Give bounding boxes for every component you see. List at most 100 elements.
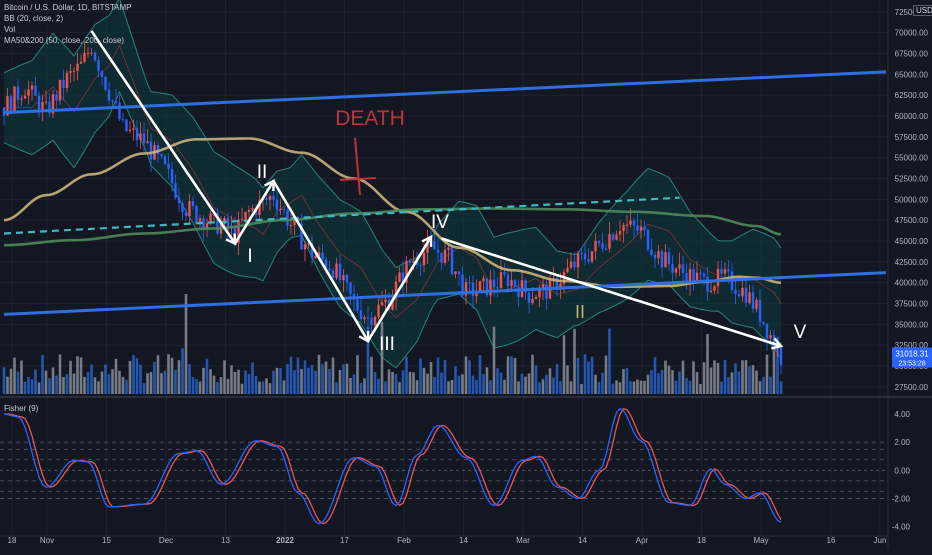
price-axis-tick: 35000.00 — [895, 320, 929, 329]
volume-bar — [205, 358, 209, 394]
volume-bar — [149, 372, 153, 394]
price-axis-tick: 45000.00 — [895, 237, 929, 246]
candle-body — [713, 286, 716, 291]
candle-body — [426, 240, 429, 253]
candle-body — [279, 208, 282, 210]
candle-body — [310, 243, 314, 259]
lower-trendline[interactable] — [3, 271, 887, 316]
time-axis-tick: 18 — [8, 536, 17, 545]
candle-body — [107, 89, 111, 101]
volume-bar — [660, 370, 664, 394]
volume-bar — [622, 369, 625, 394]
candle-body — [538, 287, 541, 298]
fisher-axis-tick: 2.00 — [894, 438, 910, 447]
candle-body — [636, 225, 639, 231]
volume-bar — [618, 382, 622, 394]
upper-trendline[interactable] — [3, 70, 887, 115]
volume-bar — [100, 371, 104, 394]
candle-body — [412, 261, 415, 263]
candle-body — [597, 240, 601, 244]
volume-bar — [769, 376, 772, 394]
volume-bar — [125, 380, 128, 394]
candle-body — [48, 101, 51, 114]
volume-bar — [538, 382, 541, 394]
volume-bar — [310, 364, 314, 394]
candle-body — [20, 98, 23, 100]
volume-bar — [422, 367, 426, 394]
dashed-trendline[interactable] — [3, 196, 680, 235]
fisher-axis-tick: 4.00 — [894, 410, 910, 419]
candle-body — [646, 229, 650, 250]
fifth-wave-line[interactable] — [441, 237, 782, 348]
time-axis-tick: Dec — [159, 536, 173, 545]
candle-body — [184, 212, 188, 216]
volume-bar — [132, 354, 135, 394]
volume-bar — [338, 369, 342, 394]
volume-bar — [254, 375, 258, 394]
candle-body — [755, 299, 758, 309]
candle-body — [611, 234, 615, 240]
volume-bar — [321, 364, 324, 394]
candle-body — [639, 226, 643, 231]
candle-body — [181, 203, 184, 213]
volume-bar — [139, 364, 142, 394]
candle-body — [104, 76, 107, 90]
candle-body — [114, 100, 118, 103]
volume-bar — [702, 362, 706, 394]
candle-body — [34, 85, 37, 96]
volume-bar — [37, 382, 41, 394]
candle-body — [720, 269, 723, 274]
arrow-head-wave-3 — [358, 330, 370, 343]
volume-bar — [489, 380, 492, 394]
candle-body — [188, 201, 191, 216]
candle-body — [576, 253, 580, 268]
volume-bar — [69, 360, 72, 394]
volume-bar — [328, 368, 331, 394]
volume-bar — [391, 371, 394, 394]
candle-body — [702, 273, 706, 277]
candle-body — [489, 279, 492, 296]
candle-body — [653, 254, 657, 259]
candle-body — [265, 198, 268, 200]
volume-bar — [93, 377, 97, 394]
volume-bar — [331, 357, 335, 394]
currency-badge[interactable]: USD — [913, 5, 932, 16]
volume-bar — [188, 364, 191, 394]
volume-bar — [464, 356, 468, 394]
volume-bar — [247, 373, 251, 394]
candle-body — [580, 253, 583, 255]
candle-body — [457, 271, 461, 275]
candle-body — [398, 272, 401, 282]
candle-body — [408, 261, 412, 263]
volume-bar — [65, 374, 69, 394]
volume-bar — [657, 373, 660, 394]
candle-body — [156, 145, 160, 155]
volume-bar — [401, 370, 405, 394]
candle-body — [377, 305, 380, 317]
candle-body — [328, 268, 331, 271]
volume-bar — [83, 376, 86, 394]
candle-body — [436, 249, 440, 253]
candle-body — [464, 282, 468, 296]
candle-body — [303, 244, 307, 250]
volume-bar — [279, 368, 282, 394]
candle-body — [415, 261, 419, 265]
volume-bar — [716, 362, 720, 394]
volume-bar — [153, 361, 156, 394]
volume-bar — [461, 374, 464, 394]
volume-bar — [534, 365, 538, 394]
volume-bar — [76, 356, 79, 394]
candle-body — [268, 196, 272, 200]
volume-bar — [552, 377, 555, 394]
volume-bar — [405, 356, 408, 394]
time-axis-tick: 17 — [340, 536, 349, 545]
volume-bar — [223, 360, 226, 394]
candle-body — [324, 259, 328, 269]
volume-bar — [482, 373, 485, 394]
volume-bar — [727, 377, 730, 394]
candle-body — [170, 168, 174, 184]
volume-bar — [293, 370, 296, 394]
candle-body — [744, 287, 748, 303]
